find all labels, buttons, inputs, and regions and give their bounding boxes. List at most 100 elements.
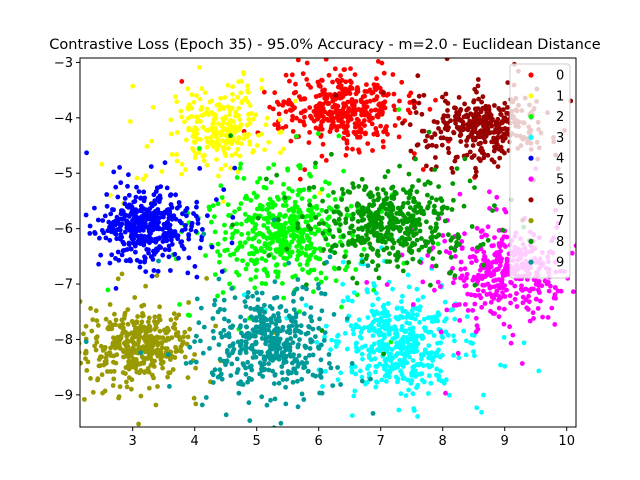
data-point — [150, 202, 156, 208]
data-point — [125, 183, 130, 189]
data-point — [414, 189, 420, 195]
data-point — [260, 206, 265, 212]
data-point — [323, 323, 329, 329]
data-point — [111, 219, 116, 225]
data-point — [337, 124, 342, 129]
data-point — [451, 130, 457, 136]
data-point — [231, 251, 237, 257]
data-point — [121, 316, 127, 321]
data-point — [204, 135, 209, 141]
data-point — [375, 263, 381, 268]
data-point — [89, 328, 95, 334]
data-point — [491, 296, 497, 301]
data-point — [152, 314, 158, 320]
data-point — [349, 361, 355, 366]
data-point — [336, 118, 341, 123]
data-point — [289, 188, 295, 194]
data-point — [255, 297, 261, 302]
data-point — [404, 260, 410, 266]
data-point — [286, 313, 292, 319]
data-point — [103, 360, 109, 366]
data-point — [197, 96, 203, 102]
data-point — [221, 120, 226, 125]
data-point — [301, 311, 307, 317]
data-point — [328, 347, 333, 353]
data-point — [108, 345, 113, 351]
data-point — [434, 197, 439, 203]
data-point — [185, 115, 191, 121]
data-point — [386, 369, 392, 374]
data-point — [115, 194, 121, 200]
data-point — [384, 313, 389, 319]
data-point — [390, 204, 396, 210]
data-point — [320, 101, 326, 107]
data-point — [458, 259, 464, 265]
data-point — [388, 200, 393, 206]
data-point — [237, 165, 243, 171]
data-point — [342, 101, 347, 107]
data-point — [125, 321, 131, 327]
data-point — [271, 342, 277, 347]
data-point — [422, 325, 427, 331]
data-point — [161, 214, 166, 220]
data-point — [447, 136, 453, 142]
data-point — [180, 211, 185, 217]
data-point — [371, 202, 377, 208]
data-point — [308, 230, 314, 236]
data-point — [245, 379, 251, 385]
data-point — [371, 82, 377, 87]
data-point — [276, 111, 282, 117]
data-point — [220, 138, 225, 144]
data-point — [475, 245, 480, 251]
data-point — [250, 347, 255, 352]
data-point — [326, 352, 332, 357]
data-point — [111, 376, 117, 382]
data-point — [82, 397, 87, 402]
data-point — [98, 252, 104, 258]
data-point — [264, 402, 270, 408]
data-point — [246, 132, 252, 137]
data-point — [298, 323, 304, 329]
data-point — [308, 339, 314, 345]
data-point — [237, 324, 243, 330]
data-point — [464, 143, 469, 149]
data-point — [110, 341, 116, 347]
data-point — [263, 281, 269, 287]
data-point — [343, 126, 349, 132]
data-point — [85, 359, 91, 365]
data-point — [323, 58, 329, 62]
y-tick-label: −6 — [54, 222, 73, 237]
data-point — [126, 205, 131, 210]
data-point — [485, 258, 491, 264]
data-point — [428, 380, 434, 386]
data-point — [484, 130, 489, 136]
data-point — [349, 97, 355, 102]
data-point — [502, 283, 508, 288]
data-point — [417, 221, 423, 227]
data-point — [415, 203, 421, 209]
data-point — [497, 252, 502, 258]
data-point — [327, 227, 332, 233]
data-point — [339, 113, 345, 119]
data-point — [311, 184, 317, 190]
data-point — [359, 176, 365, 182]
data-point — [491, 243, 496, 248]
data-point — [293, 357, 299, 362]
data-point — [473, 329, 479, 335]
data-point — [291, 298, 296, 304]
data-point — [301, 365, 306, 371]
data-point — [119, 208, 124, 214]
data-point — [281, 214, 287, 220]
data-point — [499, 279, 505, 285]
data-point — [272, 202, 278, 208]
data-point — [179, 220, 184, 226]
data-point — [169, 152, 175, 157]
data-point — [102, 345, 108, 350]
data-point — [406, 227, 412, 233]
data-point — [150, 257, 156, 262]
data-point — [371, 349, 377, 355]
data-point — [217, 356, 223, 362]
data-point — [314, 276, 319, 282]
data-point — [229, 286, 235, 291]
